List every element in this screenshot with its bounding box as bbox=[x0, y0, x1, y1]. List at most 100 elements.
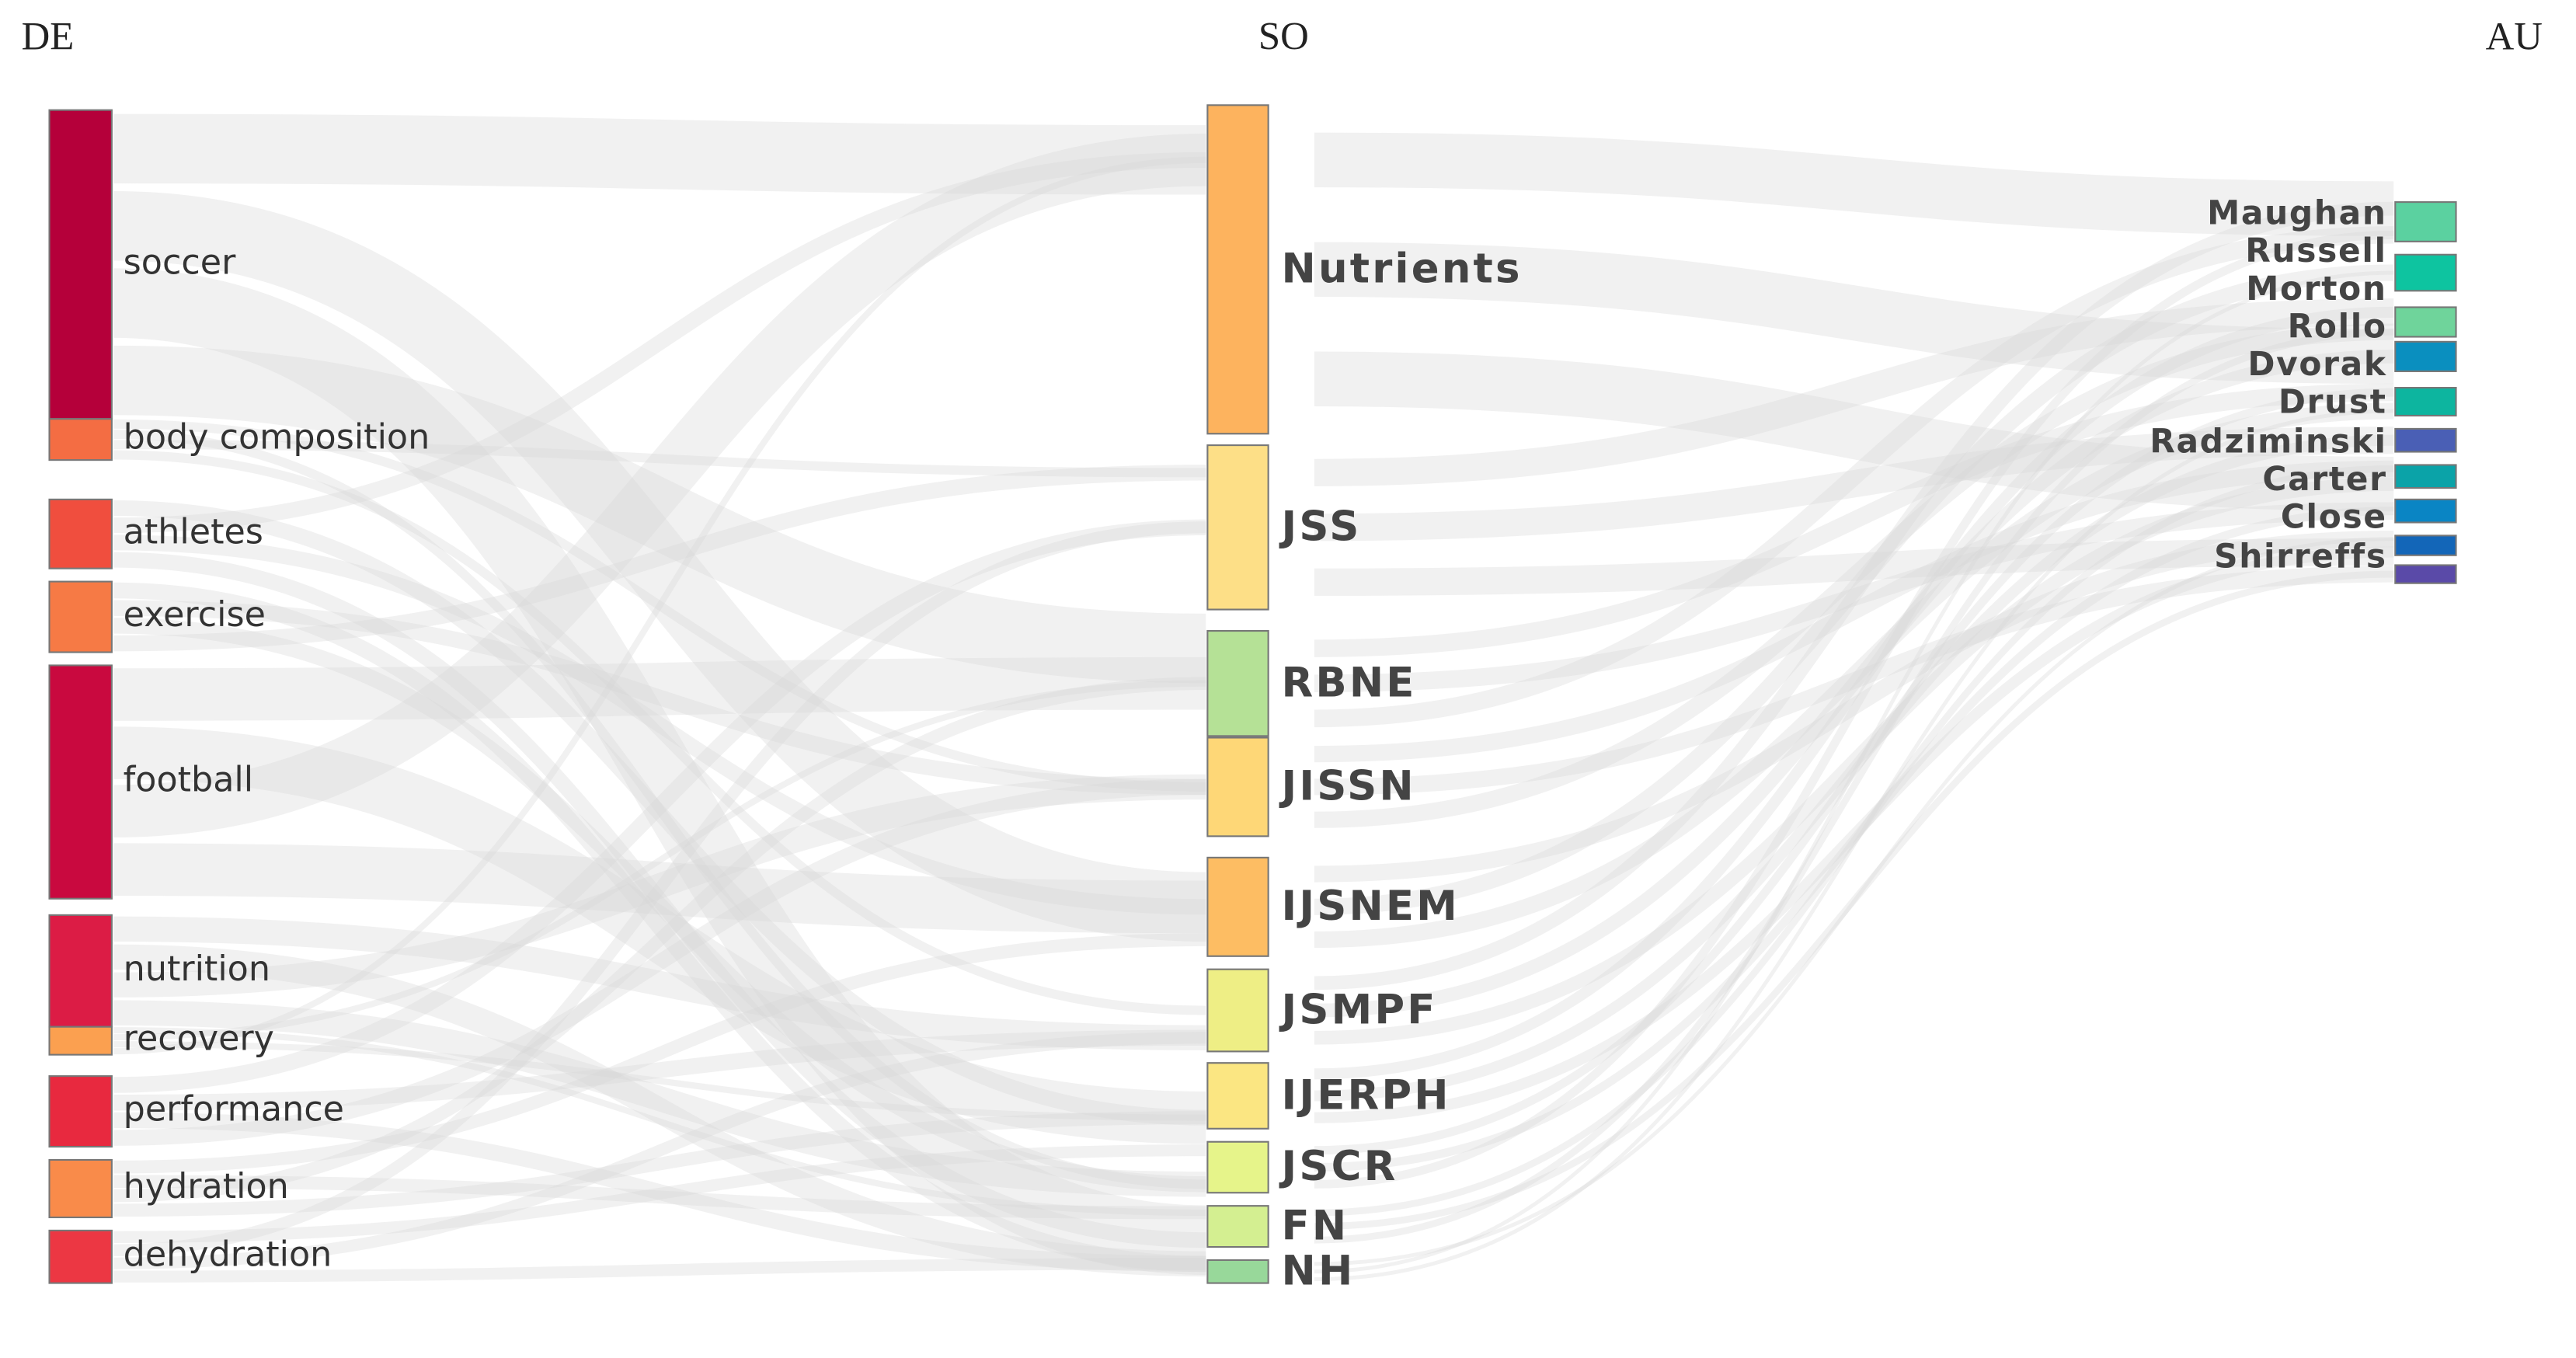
link bbox=[113, 268, 1206, 1275]
link bbox=[1314, 502, 2394, 692]
link bbox=[113, 534, 1206, 915]
link bbox=[1314, 270, 2394, 1274]
link bbox=[113, 774, 1206, 998]
link bbox=[113, 345, 1206, 684]
node bbox=[2394, 498, 2457, 524]
link bbox=[113, 519, 1206, 1093]
node-label: Russell bbox=[2245, 232, 2386, 270]
node-label: recovery bbox=[124, 1019, 274, 1059]
node-label: IJSNEM bbox=[1282, 883, 1460, 930]
node-label: JSCR bbox=[1279, 1143, 1398, 1190]
link bbox=[113, 521, 1206, 1256]
node-label: Rollo bbox=[2288, 307, 2387, 345]
node-label: Carter bbox=[2262, 460, 2386, 498]
node bbox=[48, 664, 113, 900]
link bbox=[1314, 226, 2394, 728]
link bbox=[1314, 507, 2394, 1172]
link bbox=[113, 191, 1206, 942]
link bbox=[113, 151, 1206, 534]
link bbox=[1314, 538, 2394, 596]
link bbox=[1314, 298, 2394, 486]
link bbox=[113, 916, 1206, 1050]
link bbox=[113, 1029, 1206, 1111]
node-label: exercise bbox=[124, 595, 266, 635]
node-label: RBNE bbox=[1282, 659, 1417, 706]
node bbox=[2394, 427, 2457, 453]
node-label: Morton bbox=[2246, 270, 2387, 308]
node bbox=[1206, 968, 1269, 1053]
node bbox=[48, 914, 113, 1028]
link bbox=[113, 1032, 1206, 1269]
node bbox=[1206, 1259, 1269, 1284]
link bbox=[1314, 537, 2394, 1266]
node bbox=[1206, 856, 1269, 957]
node bbox=[1206, 1062, 1269, 1130]
node bbox=[2394, 253, 2457, 292]
nodes: soccer body composition athletes exercise fo… bbox=[48, 104, 2457, 1295]
node-label: Radziminski bbox=[2150, 422, 2386, 460]
node bbox=[48, 1025, 113, 1056]
node-label: body composition bbox=[124, 418, 430, 458]
node bbox=[48, 1158, 113, 1219]
node-label: Dvorak bbox=[2247, 345, 2386, 383]
link bbox=[113, 1111, 1206, 1217]
link bbox=[113, 1000, 1206, 1197]
link bbox=[113, 618, 1206, 1193]
node-label: JISSN bbox=[1279, 763, 1416, 810]
link bbox=[1314, 546, 2394, 1123]
link bbox=[1314, 427, 2394, 541]
link bbox=[113, 1112, 1206, 1273]
node-label: Maughan bbox=[2207, 194, 2387, 232]
node-label: nutrition bbox=[124, 949, 270, 989]
link bbox=[113, 944, 1206, 1277]
node bbox=[1206, 1140, 1269, 1194]
node bbox=[48, 109, 113, 420]
link bbox=[113, 465, 1206, 652]
link bbox=[113, 430, 1206, 1189]
node bbox=[48, 418, 113, 461]
node bbox=[48, 1229, 113, 1284]
link bbox=[113, 134, 1206, 837]
link bbox=[1314, 328, 2394, 1244]
node-label: Drust bbox=[2278, 383, 2387, 421]
link bbox=[1314, 230, 2394, 1189]
link bbox=[113, 113, 1206, 195]
link bbox=[113, 419, 1206, 792]
link bbox=[113, 778, 1206, 1146]
link bbox=[1314, 323, 2394, 828]
node bbox=[2394, 340, 2457, 372]
link bbox=[1314, 531, 2394, 883]
node bbox=[2394, 464, 2457, 489]
link bbox=[1314, 477, 2394, 1045]
node bbox=[48, 1075, 113, 1148]
node-label: IJERPH bbox=[1282, 1071, 1451, 1119]
column-header: SO bbox=[1258, 14, 1309, 57]
column-header: DE bbox=[22, 14, 75, 57]
link bbox=[113, 1144, 1206, 1243]
link bbox=[113, 843, 1206, 934]
link bbox=[113, 677, 1206, 1203]
link bbox=[113, 680, 1206, 1041]
node bbox=[2394, 387, 2457, 417]
node bbox=[2394, 564, 2457, 584]
link bbox=[1314, 350, 2394, 1018]
link bbox=[113, 552, 1206, 1248]
link bbox=[113, 656, 1206, 721]
link bbox=[113, 450, 1206, 1015]
node bbox=[1206, 104, 1269, 435]
link bbox=[113, 1258, 1206, 1283]
link bbox=[1314, 402, 2394, 949]
link bbox=[113, 156, 1206, 1055]
column-header: AU bbox=[2486, 14, 2543, 57]
link bbox=[1314, 570, 2394, 1231]
node bbox=[48, 580, 113, 653]
link bbox=[113, 500, 1206, 1126]
node-label: dehydration bbox=[124, 1235, 332, 1275]
link bbox=[1314, 388, 2394, 1155]
link bbox=[1314, 264, 2394, 915]
link bbox=[113, 933, 1206, 1174]
link bbox=[113, 440, 1206, 478]
node-label: Close bbox=[2281, 498, 2387, 536]
node bbox=[1206, 629, 1269, 737]
